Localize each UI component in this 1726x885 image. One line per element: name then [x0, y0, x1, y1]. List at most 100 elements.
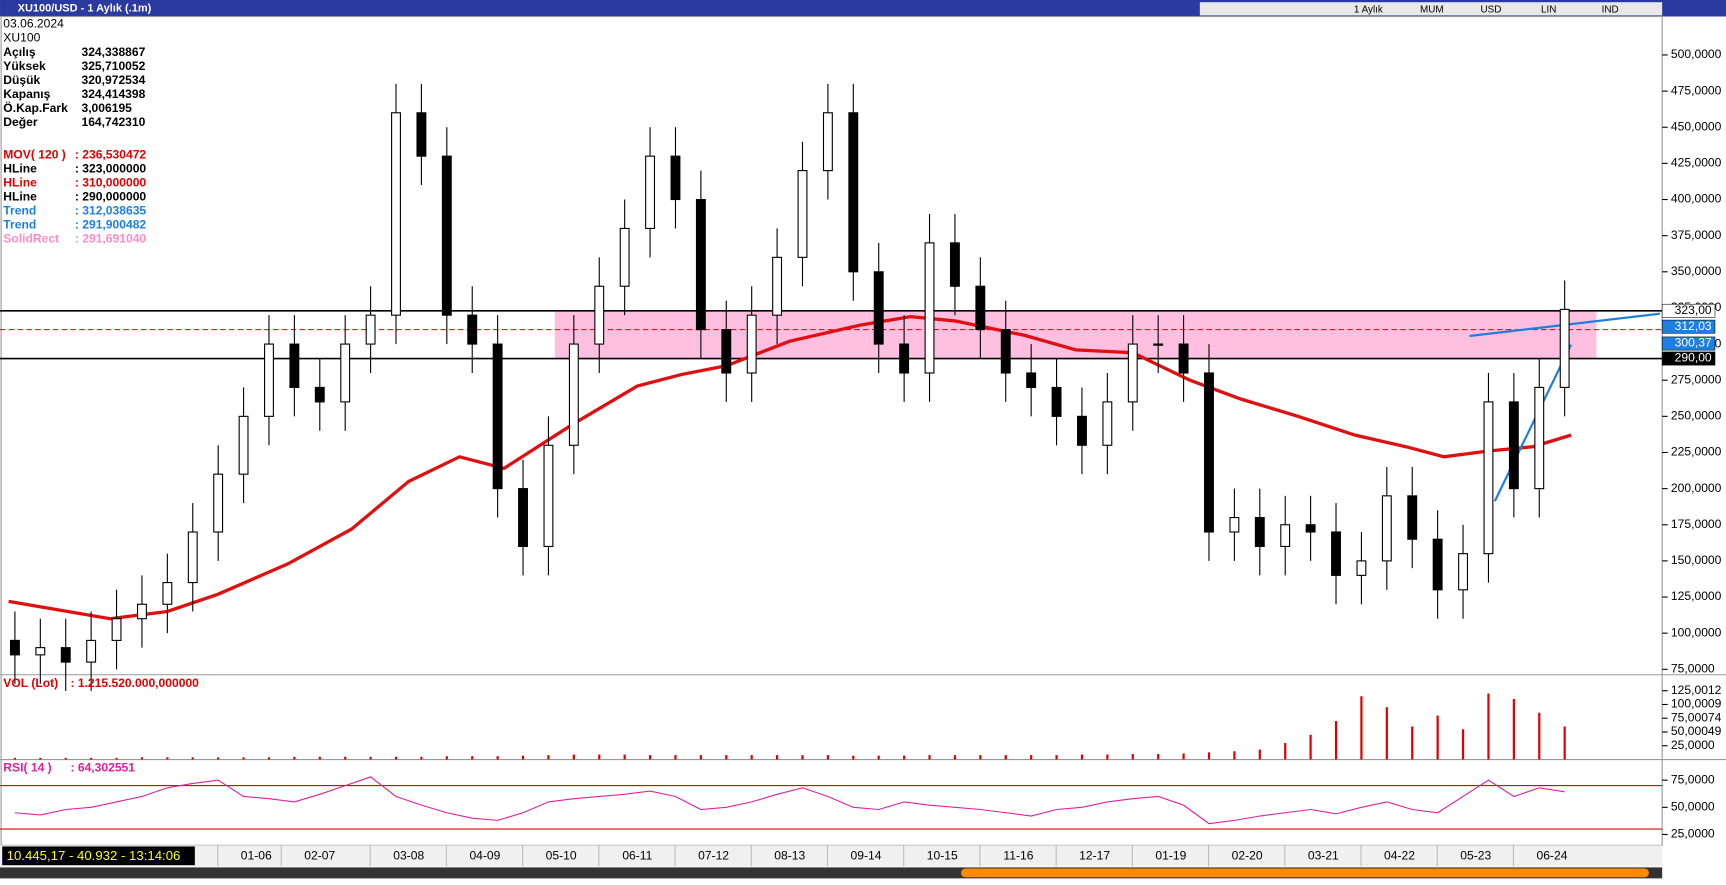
x-tick-label: 02-20 [1232, 849, 1263, 863]
indicator-name: Trend [3, 203, 36, 217]
candle-body [1559, 308, 1570, 388]
candle-body [543, 444, 554, 547]
rsi-tick-label: 75,0000 [1671, 772, 1715, 786]
volume-tick-label: 75,00074 [1671, 710, 1722, 724]
volume-tick-label: 100,0009 [1671, 697, 1722, 711]
candle-body [213, 473, 224, 533]
candle-body [441, 155, 452, 316]
x-tick-label: 08-13 [774, 849, 805, 863]
indicator-value: : 291,900482 [75, 217, 147, 231]
candle-body [568, 343, 579, 446]
y-tick-label: 175,0000 [1671, 517, 1722, 531]
indicator-value: : 310,000000 [75, 175, 147, 189]
candle-body [899, 343, 910, 374]
scrollbar[interactable] [0, 867, 1663, 879]
candle-body [1331, 531, 1341, 576]
x-tick-label: 06-11 [622, 849, 652, 863]
y-tick-label: 425,0000 [1671, 156, 1722, 170]
candle-body [1280, 524, 1291, 547]
x-tick-label: 10-15 [927, 849, 958, 863]
info-label: Düşük [3, 73, 40, 87]
indicator-value: : 323,000000 [75, 161, 147, 175]
candle-body [340, 343, 351, 403]
status: 10.445,17 - 40.932 - 13:14:06 [7, 848, 181, 863]
candle-body [162, 582, 173, 605]
candle-body [772, 256, 783, 316]
indicator-value: : 236,530472 [75, 147, 147, 161]
candle-body [1407, 495, 1418, 540]
info-value: 164,742310 [81, 115, 145, 129]
candle-body [822, 112, 833, 172]
moving-average [8, 314, 1572, 621]
y-tick-label: 125,0000 [1671, 589, 1722, 603]
candle-body [645, 155, 656, 229]
trend-line [1493, 344, 1573, 502]
volume-tick-label: 50,00049 [1671, 724, 1722, 738]
candle-body [1508, 401, 1519, 490]
candle-body [1483, 401, 1494, 555]
candle-body [1356, 560, 1367, 576]
volume-legend-value: : 1.215.520.000,000000 [70, 676, 199, 690]
y-tick-label: 225,0000 [1671, 445, 1722, 459]
price-tag-label: 290,00 [1675, 351, 1712, 365]
price-tag [1661, 351, 1716, 366]
x-tick-label: 12-17 [1079, 849, 1110, 863]
info-value: 3,006195 [81, 101, 132, 115]
info-value: 325,710052 [81, 59, 145, 73]
candle-body [695, 198, 706, 331]
candle-body [721, 329, 732, 374]
y-tick-label: 375,0000 [1671, 228, 1722, 242]
toolbar-button: LIN [1541, 5, 1556, 16]
price-tag [1661, 319, 1716, 334]
candle-body [1204, 372, 1214, 533]
indicator-name: MOV( 120 ) [3, 147, 66, 161]
candle-body [314, 386, 325, 403]
candle-body [111, 618, 122, 641]
info-label: Açılış [3, 45, 36, 59]
scroll-thumb[interactable] [960, 868, 1649, 878]
status-box [2, 846, 195, 866]
indicator-value: : 312,038635 [75, 203, 147, 217]
candle-body [1102, 401, 1113, 446]
candle-body [1051, 386, 1062, 417]
toolbar-button: IND [1602, 5, 1619, 16]
x-tick-label: 03-21 [1308, 849, 1339, 863]
candle-body [848, 112, 859, 273]
price-tag [1661, 336, 1716, 351]
y-tick-label: 75,0000 [1671, 662, 1715, 676]
candle-body [1432, 538, 1443, 591]
y-tick-label: 275,0000 [1671, 372, 1722, 386]
candle-body [1077, 415, 1087, 446]
indicator-value: : 291,691040 [75, 231, 147, 245]
candle-body [1254, 516, 1265, 547]
y-tick-label: 400,0000 [1671, 192, 1722, 206]
candle-body [264, 343, 274, 417]
y-tick-label: 475,0000 [1671, 83, 1722, 97]
x-tick-label: 01-19 [1155, 849, 1186, 863]
info-value: 320,972534 [81, 73, 145, 87]
candle-body [492, 343, 503, 490]
candle-body [1381, 495, 1392, 562]
candle-body [746, 314, 757, 374]
volume-legend: VOL (Lot) [3, 676, 58, 690]
x-tick-label: 09-14 [851, 849, 882, 863]
candle-body [416, 112, 427, 157]
volume-tick-label: 125,0012 [1671, 683, 1722, 697]
y-tick-label: 500,0000 [1671, 47, 1722, 61]
price-tag-label: 312,03 [1675, 319, 1712, 333]
rsi-legend: RSI( 14 ) [3, 761, 51, 775]
candle-body [60, 647, 71, 663]
candle-body [975, 285, 986, 331]
x-tick-label: 04-22 [1384, 849, 1415, 863]
candle-body [797, 170, 808, 258]
toolbar-button: 1 Aylık [1354, 5, 1383, 16]
info-label: Yüksek [3, 59, 46, 73]
rsi-line [14, 776, 1565, 825]
candle-body [1127, 343, 1138, 403]
window-title: XU100/USD - 1 Aylık (.1m) [18, 3, 152, 15]
candle-body [136, 603, 147, 620]
candle-body [391, 112, 401, 316]
symbol: XU100 [3, 31, 40, 45]
candle-body [1458, 553, 1468, 591]
candle-body [1229, 516, 1240, 533]
